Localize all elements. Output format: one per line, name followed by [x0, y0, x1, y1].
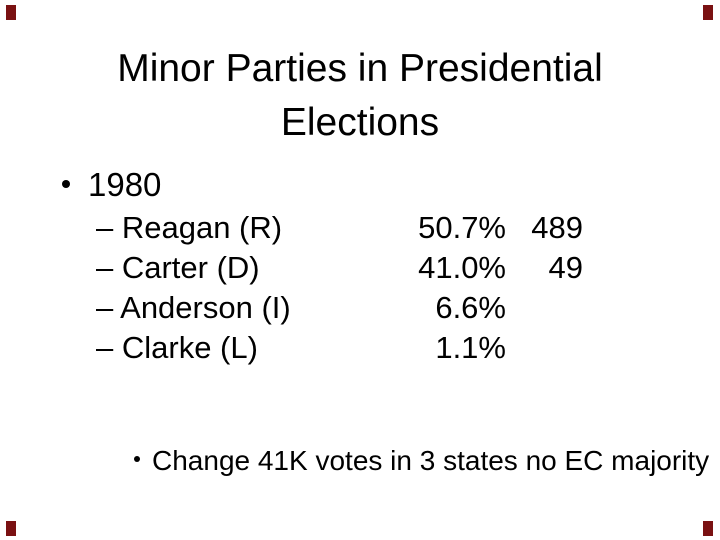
corner-mark-top-right — [703, 5, 713, 20]
bullet-dot-icon — [134, 456, 140, 462]
table-row: – Clarke (L) 1.1% — [96, 328, 596, 368]
vote-percentage: 41.0% — [418, 250, 506, 285]
table-row: – Reagan (R) 50.7% 489 — [96, 208, 596, 248]
slide-title: Minor Parties in Presidential Elections — [0, 42, 720, 150]
vote-percentage: 1.1% — [435, 330, 506, 365]
bullet-dot-icon — [62, 180, 70, 188]
electoral-votes: 49 — [548, 250, 583, 285]
candidate-name: – Clarke (L) — [96, 330, 258, 365]
table-row: – Anderson (I) 6.6% — [96, 288, 596, 328]
vote-percentage: 50.7% — [418, 210, 506, 245]
year-label: 1980 — [88, 166, 162, 203]
corner-mark-bottom-left — [6, 521, 16, 536]
vote-percentage: 6.6% — [435, 290, 506, 325]
slide-title-line-2: Elections — [280, 101, 440, 144]
electoral-votes: 489 — [531, 210, 583, 245]
candidate-name: – Anderson (I) — [96, 290, 291, 325]
candidate-name: – Carter (D) — [96, 250, 260, 285]
note-text: Change 41K votes in 3 states no EC major… — [152, 445, 710, 476]
slide-title-line-1: Minor Parties in Presidential — [117, 47, 603, 90]
candidate-name: – Reagan (R) — [96, 210, 283, 245]
table-row: – Carter (D) 41.0% 49 — [96, 248, 596, 288]
corner-mark-top-left — [6, 5, 16, 20]
corner-mark-bottom-right — [703, 521, 713, 536]
note-bullet-item: Change 41K votes in 3 states no EC major… — [134, 444, 709, 478]
year-bullet-item: 1980 — [62, 165, 161, 205]
